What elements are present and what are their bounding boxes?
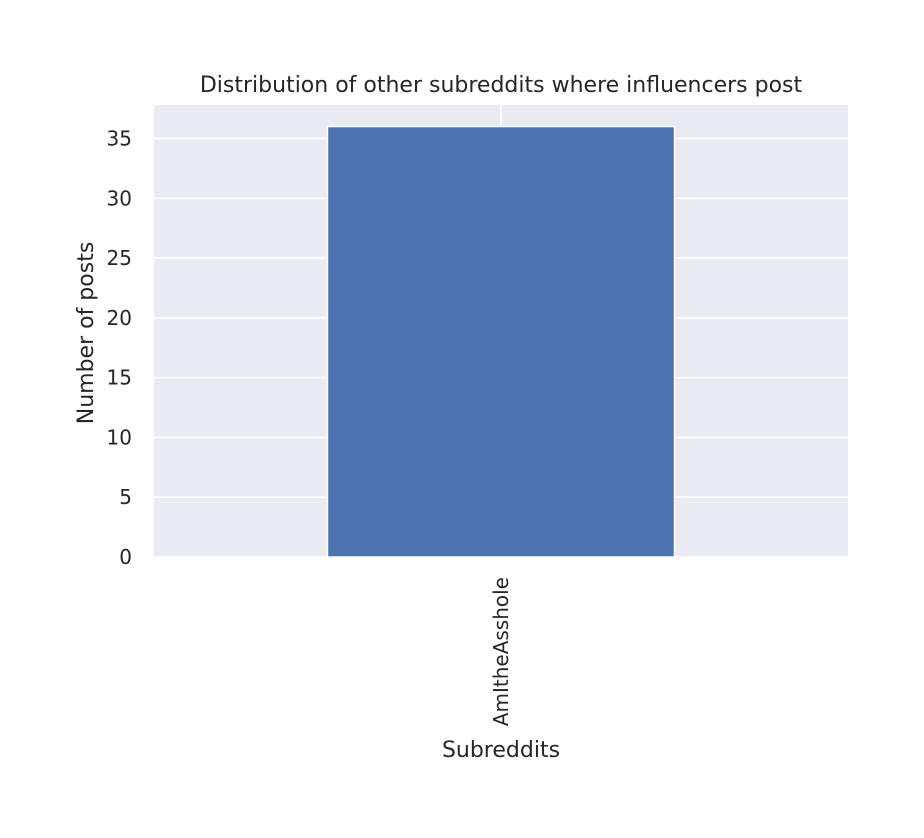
y-tick-label: 5: [119, 485, 132, 509]
y-tick-label: 0: [119, 545, 132, 569]
x-tick-label: AmItheAsshole: [489, 577, 513, 726]
y-tick-label: 15: [107, 366, 132, 390]
y-tick-label: 30: [107, 186, 132, 210]
y-tick-label: 35: [107, 126, 132, 150]
x-tick-labels: AmItheAsshole: [489, 577, 513, 726]
y-tick-labels: 0 5 10 15 20 25 30 35: [107, 126, 132, 569]
y-axis-label: Number of posts: [74, 242, 99, 425]
bars: [326, 125, 676, 558]
y-tick-label: 20: [107, 306, 132, 330]
y-tick-label: 10: [107, 425, 132, 449]
y-tick-label: 25: [107, 246, 132, 270]
chart-title: Distribution of other subreddits where i…: [200, 73, 803, 98]
x-axis-label: Subreddits: [442, 738, 560, 763]
bar-AmItheAsshole: [326, 125, 676, 558]
